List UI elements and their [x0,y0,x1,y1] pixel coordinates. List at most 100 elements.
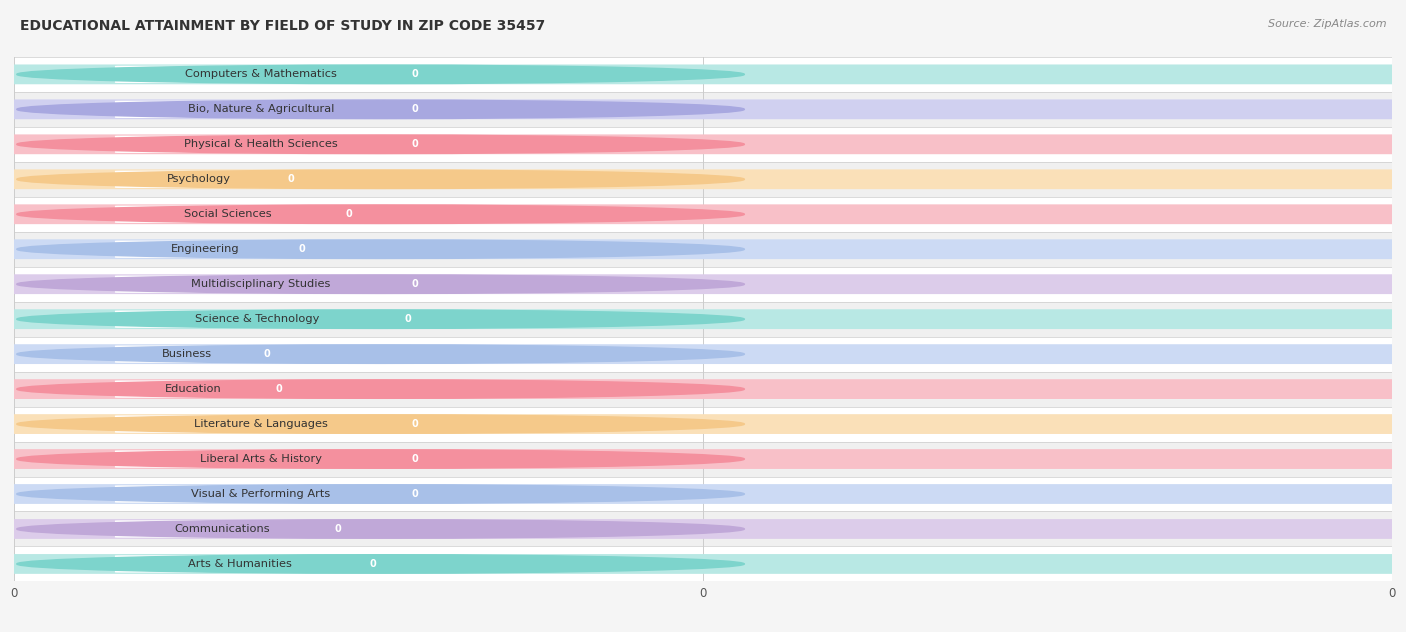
FancyBboxPatch shape [115,520,330,538]
Bar [14,127,1392,162]
FancyBboxPatch shape [359,556,387,573]
FancyBboxPatch shape [3,99,1403,119]
FancyBboxPatch shape [3,64,1403,84]
FancyBboxPatch shape [3,519,1403,539]
Bar [14,477,1392,511]
Bar [14,337,1392,372]
FancyBboxPatch shape [253,346,281,363]
Text: Business: Business [162,349,212,359]
FancyBboxPatch shape [3,204,1403,224]
FancyBboxPatch shape [115,136,406,153]
FancyBboxPatch shape [3,379,1403,399]
Circle shape [17,100,744,119]
Text: Science & Technology: Science & Technology [195,314,319,324]
FancyBboxPatch shape [323,520,352,538]
FancyBboxPatch shape [115,415,406,433]
Bar [14,162,1392,197]
Circle shape [17,275,744,293]
Circle shape [17,485,744,503]
Text: 0: 0 [411,70,418,80]
FancyBboxPatch shape [115,451,406,468]
FancyBboxPatch shape [3,554,1403,574]
FancyBboxPatch shape [401,276,429,293]
FancyBboxPatch shape [3,135,1403,154]
FancyBboxPatch shape [401,451,429,468]
Circle shape [17,520,744,538]
FancyBboxPatch shape [288,241,316,258]
Text: 0: 0 [411,454,418,464]
Bar [14,547,1392,581]
Text: 0: 0 [346,209,353,219]
FancyBboxPatch shape [401,415,429,433]
FancyBboxPatch shape [3,274,1403,294]
Text: 0: 0 [287,174,294,185]
Text: Source: ZipAtlas.com: Source: ZipAtlas.com [1268,19,1386,29]
FancyBboxPatch shape [401,485,429,502]
Text: 0: 0 [276,384,283,394]
Text: 0: 0 [411,419,418,429]
Text: Bio, Nature & Agricultural: Bio, Nature & Agricultural [188,104,335,114]
Bar [14,442,1392,477]
Bar [14,372,1392,406]
Text: 0: 0 [411,104,418,114]
Text: 0: 0 [411,489,418,499]
FancyBboxPatch shape [3,309,1403,329]
Circle shape [17,450,744,468]
Text: Social Sciences: Social Sciences [184,209,273,219]
FancyBboxPatch shape [401,66,429,83]
FancyBboxPatch shape [115,346,260,363]
Circle shape [17,380,744,398]
Text: Liberal Arts & History: Liberal Arts & History [200,454,322,464]
Text: Education: Education [165,384,222,394]
Circle shape [17,65,744,83]
Text: 0: 0 [264,349,270,359]
FancyBboxPatch shape [3,169,1403,189]
FancyBboxPatch shape [264,380,294,398]
Bar [14,197,1392,232]
FancyBboxPatch shape [401,100,429,118]
Bar [14,301,1392,337]
Text: 0: 0 [335,524,340,534]
FancyBboxPatch shape [115,310,401,328]
Text: Computers & Mathematics: Computers & Mathematics [186,70,337,80]
Text: Physical & Health Sciences: Physical & Health Sciences [184,139,337,149]
FancyBboxPatch shape [3,414,1403,434]
Bar [14,406,1392,442]
Circle shape [17,205,744,224]
Circle shape [17,555,744,573]
Circle shape [17,310,744,329]
Text: 0: 0 [411,279,418,289]
Circle shape [17,240,744,258]
Text: EDUCATIONAL ATTAINMENT BY FIELD OF STUDY IN ZIP CODE 35457: EDUCATIONAL ATTAINMENT BY FIELD OF STUDY… [20,19,546,33]
FancyBboxPatch shape [115,171,283,188]
Text: Multidisciplinary Studies: Multidisciplinary Studies [191,279,330,289]
FancyBboxPatch shape [335,205,364,223]
FancyBboxPatch shape [3,344,1403,364]
Circle shape [17,135,744,154]
Text: Communications: Communications [174,524,270,534]
Text: 0: 0 [405,314,411,324]
FancyBboxPatch shape [115,100,406,118]
FancyBboxPatch shape [3,484,1403,504]
Bar [14,267,1392,301]
Circle shape [17,415,744,434]
Text: Literature & Languages: Literature & Languages [194,419,328,429]
FancyBboxPatch shape [115,380,271,398]
FancyBboxPatch shape [115,205,342,223]
Text: Psychology: Psychology [167,174,231,185]
Bar [14,232,1392,267]
Bar [14,92,1392,127]
FancyBboxPatch shape [115,276,406,293]
FancyBboxPatch shape [394,310,422,328]
Text: Engineering: Engineering [170,244,239,254]
FancyBboxPatch shape [276,171,305,188]
Text: 0: 0 [411,139,418,149]
Text: Arts & Humanities: Arts & Humanities [188,559,292,569]
Text: 0: 0 [299,244,305,254]
Bar [14,511,1392,547]
Circle shape [17,170,744,188]
Text: Visual & Performing Arts: Visual & Performing Arts [191,489,330,499]
Circle shape [17,345,744,363]
FancyBboxPatch shape [401,136,429,153]
Bar [14,57,1392,92]
